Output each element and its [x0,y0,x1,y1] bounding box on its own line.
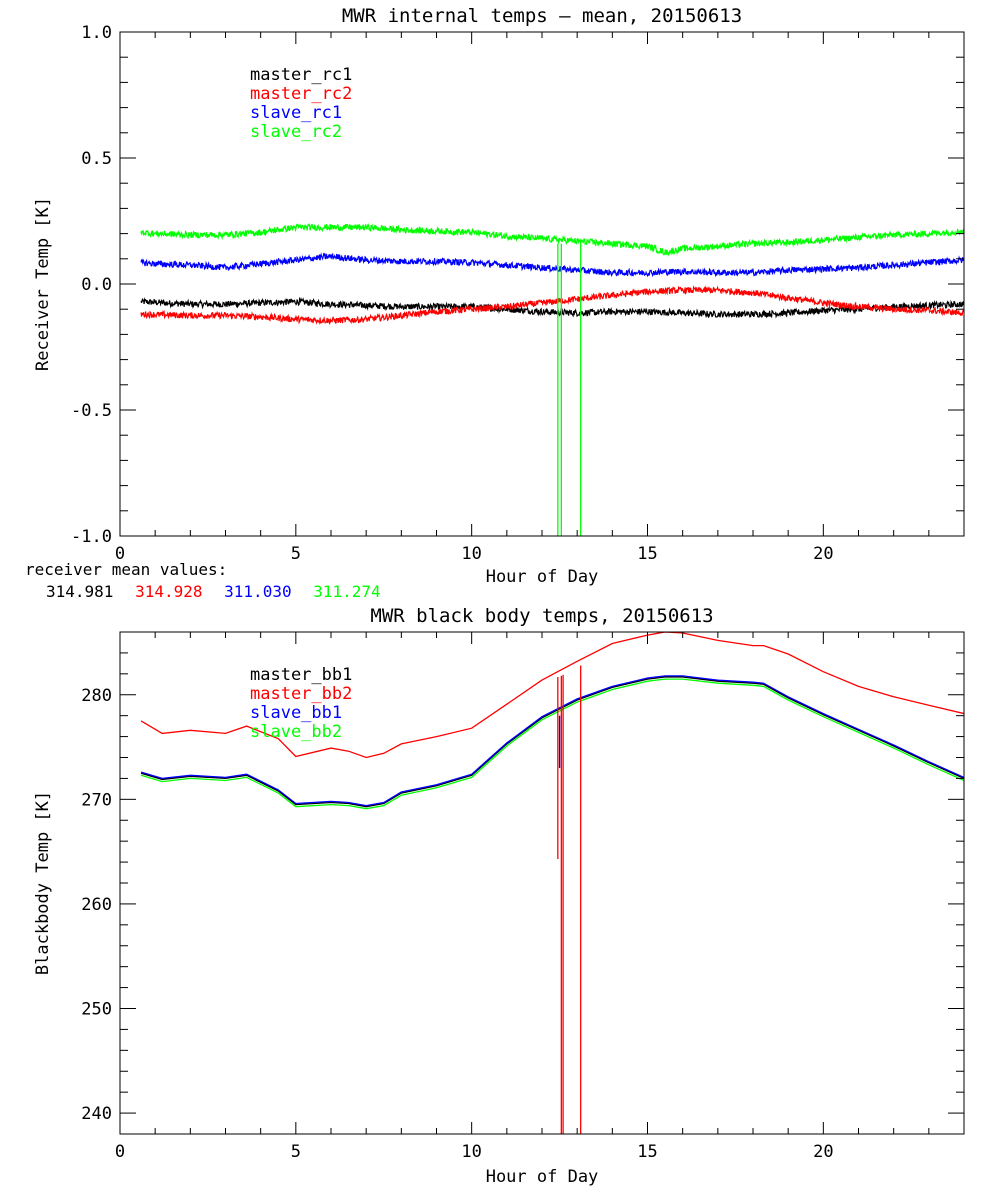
chart2-y-axis-label: Blackbody Temp [K] [33,791,53,975]
chart2-xtick-label-15: 15 [637,1142,657,1162]
chart1-plot-frame [119,31,965,537]
chart2-xtick-label-0: 0 [115,1142,125,1162]
chart1-legend-slave_rc2: slave_rc2 [250,122,342,142]
chart1-xtick-label-20: 20 [813,544,833,564]
chart2-series-master_bb1 [140,676,964,808]
receiver-mean-label: receiver mean values: [25,560,228,579]
chart1-ytick-label-0: 1.0 [81,23,112,43]
chart2-x-axis-label: Hour of Day [486,1167,599,1187]
receiver-mean-values: 314.981 314.928 311.030 311.274 [46,582,393,602]
chart1-series-slave_rc1 [140,252,964,278]
chart2-xtick-label-20: 20 [813,1142,833,1162]
chart1-series-master_rc2 [140,285,964,326]
chart2-ytick-label-3: 250 [81,1000,112,1020]
chart2-series-slave_bb2 [140,678,964,810]
chart2-plot-frame [119,631,965,1135]
chart2-xtick-label-5: 5 [291,1142,301,1162]
chart1-series-slave_rc2 [140,222,964,257]
chart1-xtick-label-0: 0 [115,544,125,564]
mean-value-slave-rc1: 311.030 [224,582,292,601]
chart2-series-slave_bb1 [140,675,964,807]
chart2-xtick-label-10: 10 [461,1142,481,1162]
chart1-x-axis-label: Hour of Day [486,567,599,587]
chart2-ytick-label-4: 240 [81,1104,112,1124]
chart2-series-master_bb2 [140,632,964,759]
chart1-xtick-label-5: 5 [291,544,301,564]
chart1-legend-master_rc1: master_rc1 [250,65,352,85]
chart1-ytick-label-3: -0.5 [71,401,112,421]
chart1-legend-slave_rc1: slave_rc1 [250,103,342,123]
chart1-ytick-label-4: -1.0 [71,527,112,547]
mean-value-master-rc1: 314.981 [46,582,114,601]
chart1-legend-master_rc2: master_rc2 [250,84,352,104]
chart1-series-master_rc1 [140,296,964,319]
chart2-title: MWR black body temps, 20150613 [370,605,713,627]
chart1-xtick-label-10: 10 [461,544,481,564]
chart1-ytick-label-1: 0.5 [81,149,112,169]
chart2-legend-slave_bb1: slave_bb1 [250,703,342,723]
chart2-legend-master_bb1: master_bb1 [250,665,352,685]
chart1-ytick-label-2: 0.0 [81,275,112,295]
mean-value-slave-rc2: 311.274 [313,582,381,601]
chart1-xtick-label-15: 15 [637,544,657,564]
mean-value-master-rc2: 314.928 [135,582,203,601]
chart2-ytick-label-0: 280 [81,686,112,706]
chart2-legend-slave_bb2: slave_bb2 [250,722,342,742]
chart1-title: MWR internal temps — mean, 20150613 [342,5,742,27]
chart2-ytick-label-2: 260 [81,895,112,915]
chart2-legend-master_bb2: master_bb2 [250,684,352,704]
chart2-ytick-label-1: 270 [81,790,112,810]
chart1-y-axis-label: Receiver Temp [K] [33,197,53,371]
